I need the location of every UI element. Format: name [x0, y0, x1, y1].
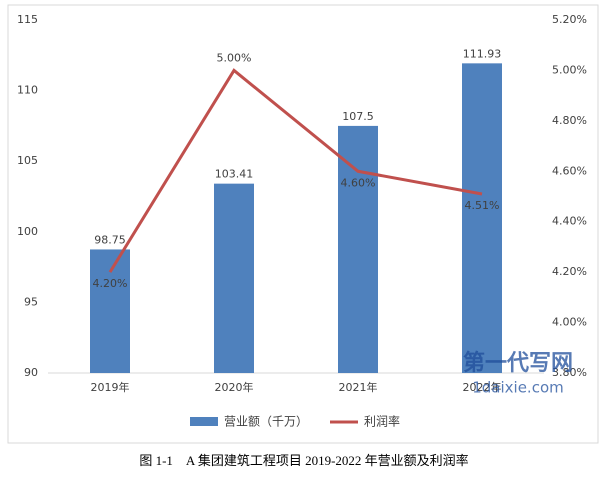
- line: [108, 68, 483, 273]
- y-tick-label: 95: [24, 295, 38, 308]
- line-value-label: 4.20%: [93, 277, 128, 290]
- legend-label: 营业额（千万）: [224, 415, 308, 429]
- line-value-label: 4.60%: [341, 176, 376, 189]
- bar-value-label: 107.5: [342, 110, 374, 123]
- x-tick-label: 2020年: [215, 380, 254, 394]
- y2-tick-label: 5.20%: [552, 13, 587, 26]
- y2-tick-label: 4.60%: [552, 164, 587, 177]
- y2-tick-label: 4.00%: [552, 316, 587, 329]
- bar-value-label: 103.41: [215, 168, 254, 181]
- bar-value-label: 111.93: [463, 47, 502, 60]
- line-value-label: 5.00%: [217, 51, 252, 64]
- line-value-label: 4.51%: [465, 199, 500, 212]
- watermark-url: 1daixie.com: [472, 379, 564, 397]
- y2-tick-label: 5.00%: [552, 63, 587, 76]
- y2-tick-label: 4.20%: [552, 265, 587, 278]
- y-tick-label: 110: [17, 84, 38, 97]
- y2-tick-label: 4.80%: [552, 114, 587, 127]
- x-tick-label: 2022年: [463, 380, 502, 394]
- y-tick-label: 90: [24, 366, 38, 379]
- legend-swatch: [190, 417, 218, 426]
- y-tick-label: 105: [17, 154, 38, 167]
- chart-frame: [7, 4, 599, 444]
- legend-label: 利润率: [364, 414, 400, 429]
- y2-tick-label: 3.80%: [552, 366, 587, 379]
- y-tick-label: 115: [17, 13, 38, 26]
- watermark-name: 第一代写网: [463, 350, 573, 376]
- bar: [90, 249, 130, 373]
- y2-tick-label: 4.40%: [552, 215, 587, 228]
- y-tick-label: 100: [17, 225, 38, 238]
- x-tick-label: 2019年: [91, 380, 130, 394]
- bar: [214, 183, 254, 373]
- bar: [462, 63, 502, 374]
- bar: [338, 125, 378, 374]
- bar-value-label: 98.75: [94, 233, 126, 246]
- x-tick-label: 2021年: [339, 380, 378, 394]
- caption: 图 1-1 A 集团建筑工程项目 2019-2022 年营业额及利润率: [139, 453, 468, 468]
